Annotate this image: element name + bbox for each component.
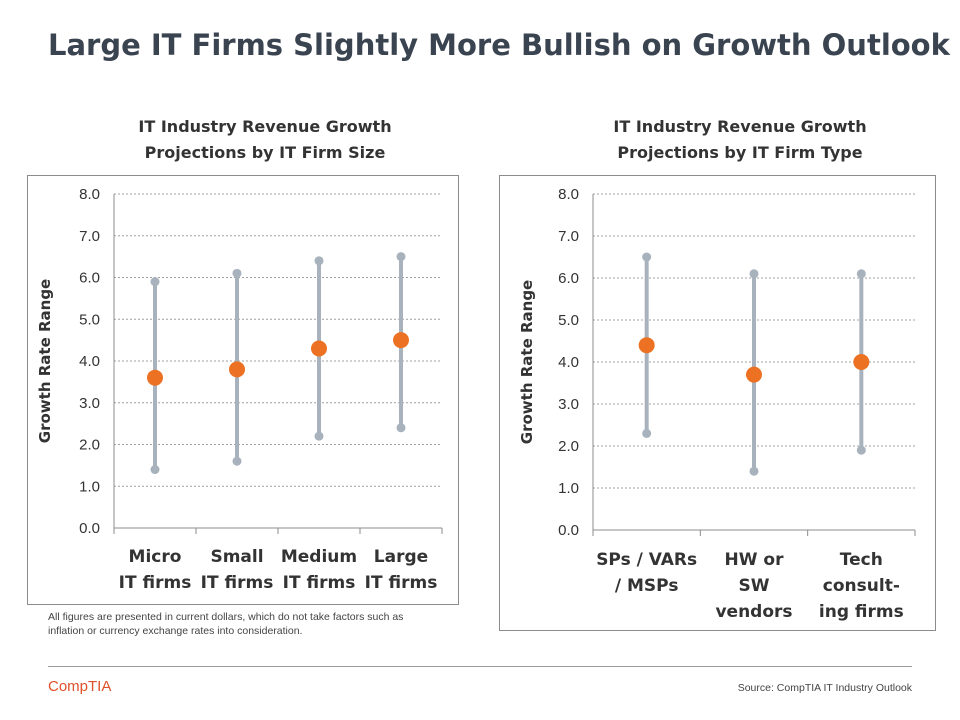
high-marker bbox=[856, 269, 866, 279]
footer-divider bbox=[48, 666, 912, 667]
y-tick-label: 1.0 bbox=[558, 480, 579, 497]
x-category-label: Large bbox=[374, 547, 428, 567]
x-category-label: HW or bbox=[725, 550, 785, 570]
chart-panel-firm-size: 0.0 1.0 2.0 3.0 4.0 5.0 6.0 7.0 8.0 Growth Rate R… bbox=[27, 175, 459, 605]
x-category-label: Micro bbox=[129, 547, 182, 567]
low-marker bbox=[642, 428, 652, 438]
low-marker bbox=[232, 456, 242, 466]
source-note: Source: CompTIA IT Industry Outlook bbox=[737, 682, 912, 694]
low-marker bbox=[856, 445, 866, 455]
mid-point-marker bbox=[853, 354, 870, 370]
mid-point-marker bbox=[147, 369, 163, 386]
x-category-label: IT firms bbox=[201, 573, 274, 593]
x-category-label: / MSPs bbox=[615, 576, 679, 596]
x-category-label: IT firms bbox=[119, 573, 192, 593]
low-marker bbox=[749, 466, 759, 476]
y-tick-label: 8.0 bbox=[558, 186, 579, 203]
chart-panel-firm-type: 0.0 1.0 2.0 3.0 4.0 5.0 6.0 7.0 8.0 Growth Rate R… bbox=[499, 175, 936, 631]
chart-firm-size: 0.0 1.0 2.0 3.0 4.0 5.0 6.0 7.0 8.0 Growth Rate R… bbox=[36, 186, 443, 593]
x-category-label: IT firms bbox=[283, 573, 356, 593]
chart-title-line: IT Industry Revenue Growth bbox=[613, 117, 867, 136]
slide-title: Large IT Firms Slightly More Bullish on … bbox=[48, 28, 950, 62]
chart-title-firm-size: IT Industry Revenue Growth Projections b… bbox=[115, 114, 415, 166]
mid-point-marker bbox=[746, 366, 762, 383]
chart-title-line: Projections by IT Firm Size bbox=[144, 143, 386, 162]
y-tick-label: 5.0 bbox=[558, 312, 579, 329]
y-tick-label: 4.0 bbox=[79, 353, 100, 370]
x-category-label: vendors bbox=[715, 602, 792, 622]
y-tick-label: 1.0 bbox=[79, 478, 100, 495]
y-axis-label: Growth Rate Range bbox=[518, 280, 536, 444]
chart-title-line: IT Industry Revenue Growth bbox=[138, 117, 392, 136]
low-marker bbox=[150, 465, 160, 475]
x-category-label: Small bbox=[210, 547, 263, 567]
y-tick-label: 6.0 bbox=[558, 270, 579, 287]
x-category-label: ing firms bbox=[819, 602, 904, 622]
y-tick-label: 0.0 bbox=[558, 522, 579, 539]
mid-point-marker bbox=[229, 361, 245, 378]
y-tick-label: 7.0 bbox=[558, 228, 579, 245]
y-tick-label: 2.0 bbox=[558, 438, 579, 455]
y-tick-label: 3.0 bbox=[558, 396, 579, 413]
high-marker bbox=[396, 252, 406, 262]
low-marker bbox=[396, 423, 406, 433]
high-marker bbox=[232, 268, 242, 278]
high-marker bbox=[314, 256, 324, 266]
chart-title-line: Projections by IT Firm Type bbox=[617, 143, 863, 162]
y-tick-label: 3.0 bbox=[79, 395, 100, 412]
high-marker bbox=[749, 269, 759, 279]
y-tick-label: 7.0 bbox=[79, 228, 100, 245]
x-category-label: Medium bbox=[281, 547, 357, 567]
mid-point-marker bbox=[638, 337, 655, 354]
comptia-logo: CompTIA bbox=[48, 678, 111, 695]
chart-title-firm-type: IT Industry Revenue Growth Projections b… bbox=[590, 114, 890, 166]
y-tick-label: 0.0 bbox=[79, 520, 100, 537]
x-category-label: Tech bbox=[840, 550, 883, 570]
low-marker bbox=[314, 431, 324, 441]
footnote: All figures are presented in current dol… bbox=[48, 611, 404, 637]
x-category-label: SPs / VARs bbox=[596, 550, 697, 570]
high-marker bbox=[150, 277, 160, 287]
mid-point-marker bbox=[311, 340, 327, 357]
y-tick-label: 5.0 bbox=[79, 311, 100, 328]
x-category-label: consult- bbox=[823, 576, 900, 596]
y-tick-label: 6.0 bbox=[79, 270, 100, 287]
mid-point-marker bbox=[393, 332, 409, 349]
chart-firm-type: 0.0 1.0 2.0 3.0 4.0 5.0 6.0 7.0 8.0 Growth Rate R… bbox=[518, 186, 916, 622]
logo-text: CompTIA bbox=[48, 678, 112, 695]
y-tick-label: 2.0 bbox=[79, 437, 100, 454]
y-tick-label: 8.0 bbox=[79, 186, 100, 203]
y-axis-label: Growth Rate Range bbox=[36, 279, 54, 443]
x-category-label: IT firms bbox=[365, 573, 438, 593]
high-marker bbox=[642, 252, 652, 262]
x-category-label: SW bbox=[739, 576, 770, 596]
y-tick-label: 4.0 bbox=[558, 354, 579, 371]
